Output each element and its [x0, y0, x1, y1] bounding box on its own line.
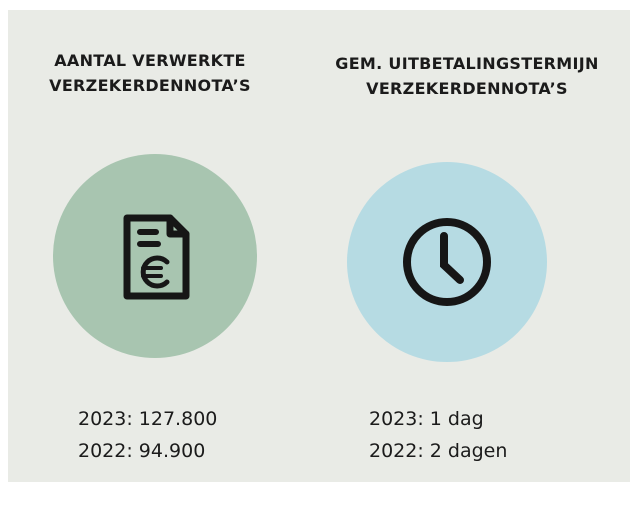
clock-icon: [403, 218, 491, 306]
column-title: GEM. UITBETALINGSTERMIJN: [335, 54, 598, 73]
column-title: VERZEKERDENNOTA’S: [366, 79, 568, 98]
invoice-icon: [123, 214, 190, 300]
stat-line: 2022: 2 dagen: [369, 440, 507, 462]
stat-line: 2023: 127.800: [78, 408, 217, 430]
column-title: AANTAL VERWERKTE: [54, 51, 246, 70]
stat-line: 2023: 1 dag: [369, 408, 484, 430]
stat-line: 2022: 94.900: [78, 440, 205, 462]
column-title: VERZEKERDENNOTA’S: [49, 76, 251, 95]
